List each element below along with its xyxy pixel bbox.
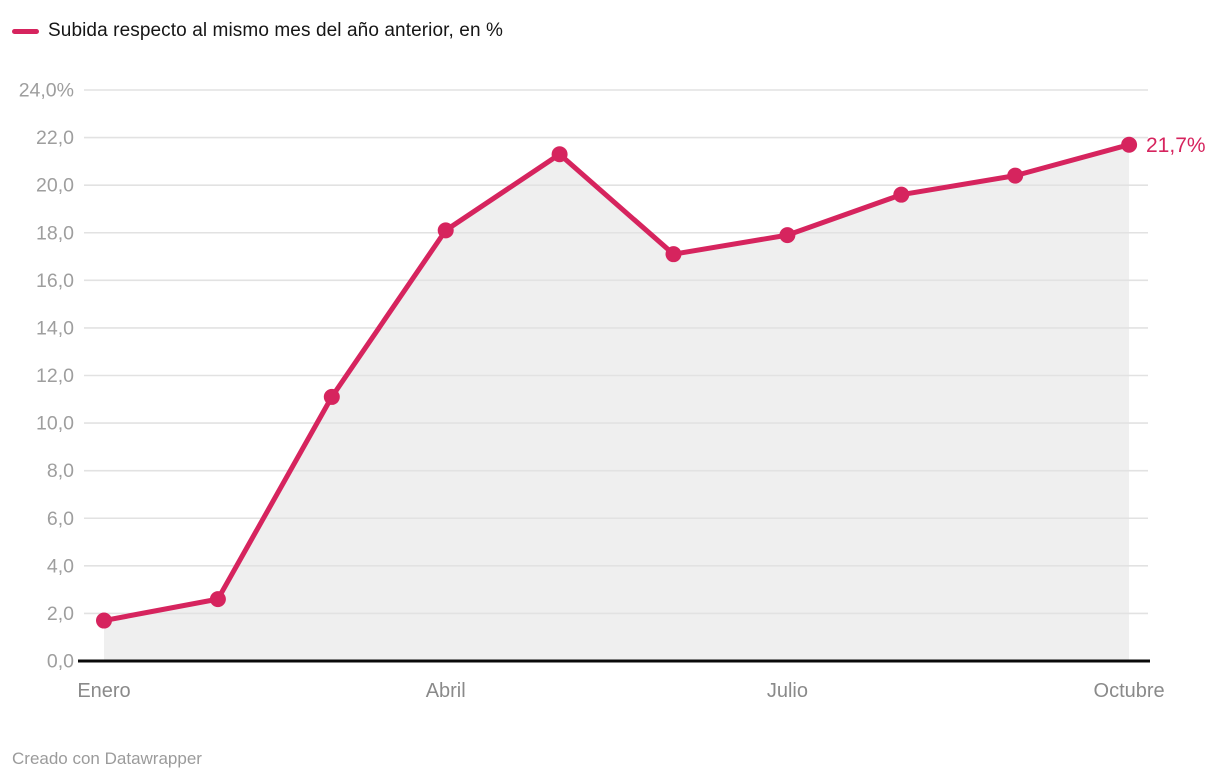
data-point [1121,136,1138,153]
data-point [1007,167,1024,184]
y-tick-label: 6,0 [47,508,74,530]
y-tick-label: 0,0 [47,651,74,673]
data-point [893,186,910,203]
x-tick-label: Abril [426,680,466,702]
x-tick-label: Enero [77,680,130,702]
y-tick-label: 12,0 [36,365,74,387]
legend-line-icon [12,28,39,34]
attribution-text: Creado con Datawrapper [12,749,202,768]
y-tick-label: 18,0 [36,222,74,244]
legend: Subida respecto al mismo mes del año ant… [12,20,503,42]
attribution: Creado con Datawrapper [12,749,202,769]
y-tick-label: 4,0 [47,555,74,577]
data-point [96,612,112,629]
data-point [665,246,682,263]
data-point [209,591,226,608]
y-tick-label: 20,0 [36,175,74,197]
end-value-label: 21,7% [1146,134,1206,157]
y-tick-label: 8,0 [47,460,74,482]
area-fill [104,144,1130,662]
data-point [779,227,796,244]
y-tick-label: 14,0 [36,317,74,339]
y-tick-label: 2,0 [47,603,74,625]
x-tick-label: Julio [767,680,808,702]
y-tick-label: 22,0 [36,127,74,149]
data-point [437,222,454,239]
y-tick-label: 24,0% [19,80,74,102]
y-tick-label: 16,0 [36,270,74,292]
series-line [101,142,1132,624]
x-tick-label: Octubre [1094,680,1165,702]
y-tick-label: 10,0 [36,413,74,435]
data-point [323,388,340,405]
data-point [551,146,568,163]
legend-label: Subida respecto al mismo mes del año ant… [48,20,504,41]
